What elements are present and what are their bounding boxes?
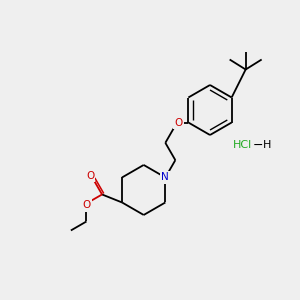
Text: HCl: HCl — [232, 140, 252, 150]
Text: H: H — [263, 140, 271, 150]
Text: −: − — [253, 139, 263, 152]
Text: N: N — [161, 172, 169, 182]
Text: O: O — [174, 118, 182, 128]
Text: O: O — [82, 200, 91, 211]
Text: O: O — [86, 171, 94, 181]
